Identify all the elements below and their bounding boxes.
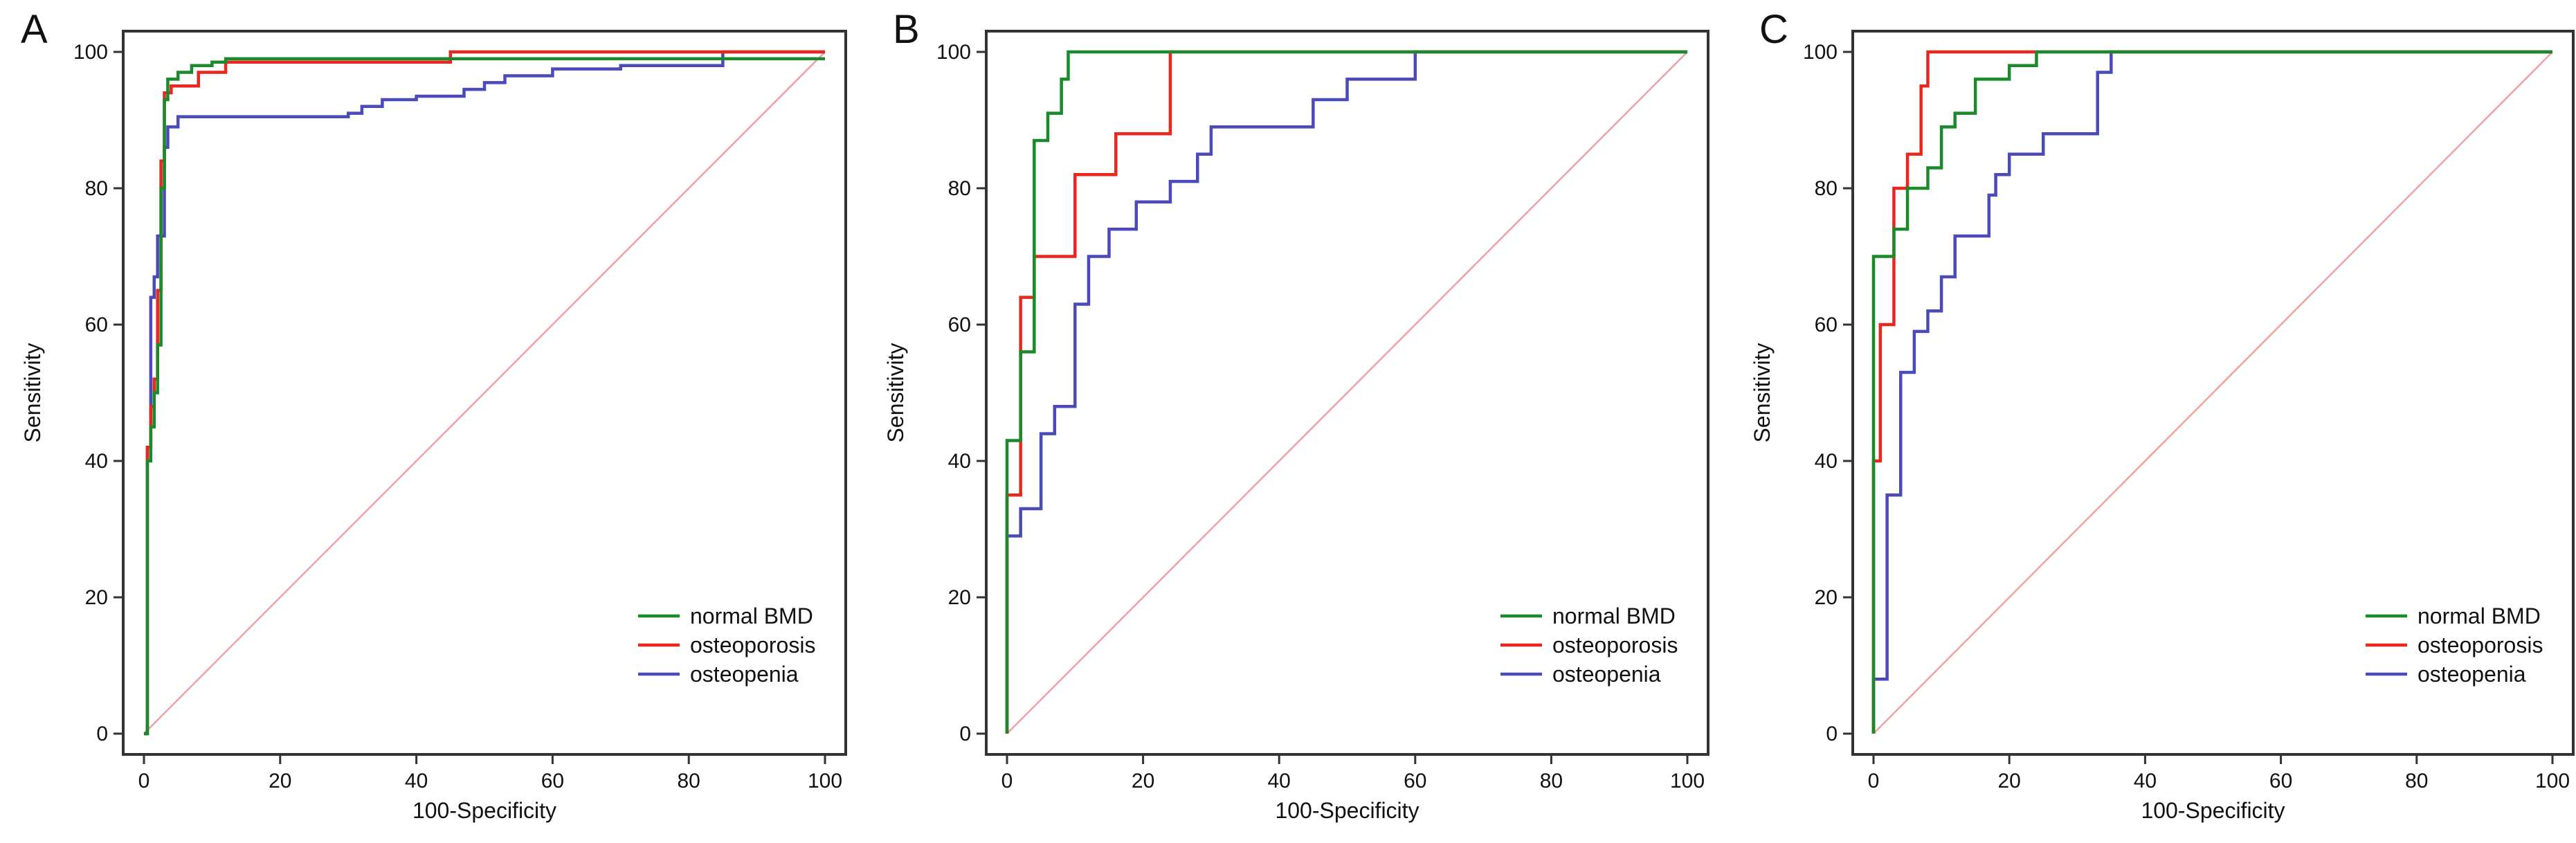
y-tick-label: 0	[959, 723, 971, 745]
series-line-osteopenia	[1871, 50, 2552, 734]
legend: normal BMD osteoporosis osteopenia	[1500, 604, 1678, 687]
y-tick-label: 60	[1815, 314, 1838, 336]
series-line-osteopenia	[1005, 50, 1687, 734]
x-axis-label: 100-Specificity	[412, 798, 556, 823]
series-line-normal-bmd	[1871, 50, 2552, 734]
y-tick-label: 40	[1815, 450, 1838, 473]
y-tick-label: 0	[1826, 723, 1838, 745]
y-tick-label: 100	[936, 41, 971, 64]
x-tick-label: 100	[808, 770, 842, 792]
y-tick-label: 80	[1815, 177, 1838, 200]
legend-label: osteopenia	[2418, 662, 2526, 687]
x-tick-label: 80	[678, 770, 700, 792]
y-tick-label: 60	[85, 314, 108, 336]
x-tick-label: 40	[405, 770, 428, 792]
x-tick-label: 0	[1868, 770, 1880, 792]
x-tick-label: 100	[2535, 770, 2570, 792]
y-tick-label: 80	[948, 177, 971, 200]
y-axis-label: Sensitivity	[1750, 343, 1775, 442]
legend-label: normal BMD	[2418, 604, 2541, 628]
legend-label: osteoporosis	[1552, 633, 1678, 658]
legend: normal BMD osteoporosis osteopenia	[2366, 604, 2543, 687]
x-tick-label: 80	[1540, 770, 1563, 792]
series-line-normal-bmd	[144, 57, 825, 736]
x-tick-label: 0	[1001, 770, 1013, 792]
series-line-normal-bmd	[1005, 50, 1687, 734]
x-tick-label: 60	[2269, 770, 2292, 792]
x-tick-label: 80	[2405, 770, 2428, 792]
legend-label: osteopenia	[1552, 662, 1661, 687]
y-tick-label: 20	[85, 586, 108, 609]
legend-label: osteopenia	[690, 662, 799, 687]
y-tick-label: 100	[1803, 41, 1838, 64]
reference-diagonal	[143, 51, 826, 734]
reference-diagonal	[1006, 51, 1688, 734]
series-line-osteoporosis	[1005, 50, 1687, 734]
x-tick-label: 60	[541, 770, 564, 792]
x-tick-label: 20	[269, 770, 291, 792]
x-tick-label: 60	[1404, 770, 1426, 792]
legend: normal BMD osteoporosis osteopenia	[638, 604, 815, 687]
series-line-osteopenia	[144, 50, 825, 736]
y-tick-label: 100	[73, 41, 108, 64]
x-tick-label: 20	[1132, 770, 1154, 792]
x-tick-label: 0	[138, 770, 150, 792]
legend-label: normal BMD	[690, 604, 813, 628]
x-tick-label: 20	[1998, 770, 2021, 792]
plot-frame	[1851, 30, 2575, 756]
legend-label: osteoporosis	[2418, 633, 2543, 658]
y-tick-label: 20	[1815, 586, 1838, 609]
y-tick-label: 80	[85, 177, 108, 200]
panel-letter: B	[893, 7, 920, 52]
x-tick-label: 40	[1268, 770, 1291, 792]
reference-diagonal	[1873, 51, 2553, 734]
y-tick-label: 60	[948, 314, 971, 336]
x-axis-label: 100-Specificity	[2141, 798, 2285, 823]
y-tick-label: 40	[85, 450, 108, 473]
x-tick-label: 100	[1670, 770, 1705, 792]
plot-frame	[122, 30, 847, 756]
panel-letter: A	[21, 7, 48, 52]
y-axis-label: Sensitivity	[20, 343, 45, 442]
chart-panel-b: B 0 20 40 60 80 100 0 20 40 60 80 100 100-Specificity…	[883, 7, 1709, 823]
legend-label: normal BMD	[1552, 604, 1676, 628]
x-tick-label: 40	[2134, 770, 2157, 792]
chart-panel-c: C 0 20 40 60 80 100 0 20 40 60 80 100 100-Specificity…	[1750, 7, 2575, 823]
x-axis-label: 100-Specificity	[1275, 798, 1419, 823]
y-tick-label: 20	[948, 586, 971, 609]
y-tick-label: 0	[96, 723, 108, 745]
panel-letter: C	[1759, 7, 1788, 52]
plot-frame	[985, 30, 1709, 756]
chart-panel-a: A 0 20 40 60 80 100 0 20 40 60 80 100 100-Specificity…	[20, 7, 847, 823]
y-tick-label: 40	[948, 450, 971, 473]
legend-label: osteoporosis	[690, 633, 815, 658]
y-axis-label: Sensitivity	[883, 343, 908, 442]
